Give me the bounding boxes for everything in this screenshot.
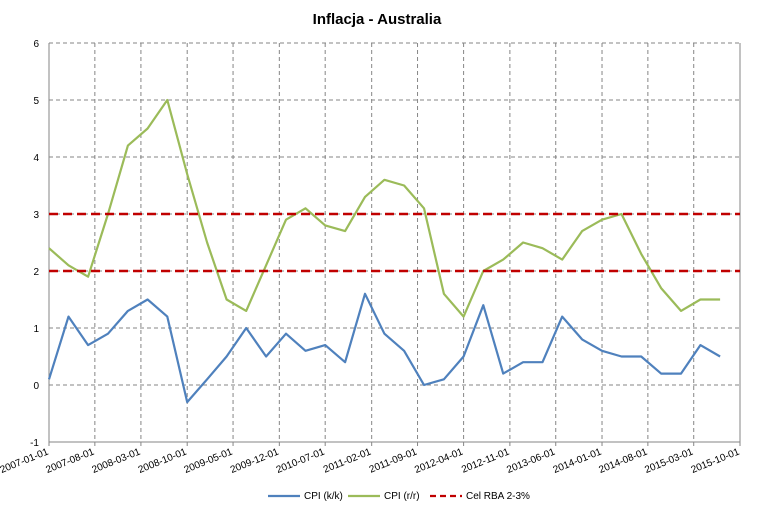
series-layer bbox=[47, 98, 740, 404]
y-tick-label: 0 bbox=[33, 381, 39, 392]
legend-label: CPI (k/k) bbox=[304, 491, 343, 502]
x-tick-label: 2014-01-01 bbox=[552, 446, 604, 476]
x-tick-label: 2011-09-01 bbox=[368, 446, 419, 475]
x-tick-label: 2008-10-01 bbox=[137, 446, 189, 476]
axes: -101234562007-01-012007-08-012008-03-012… bbox=[0, 39, 742, 476]
grid bbox=[48, 42, 741, 443]
x-tick-label: 2015-10-01 bbox=[690, 446, 742, 476]
y-tick-label: 5 bbox=[33, 96, 39, 107]
y-tick-label: 1 bbox=[33, 324, 39, 335]
legend-label: Cel RBA 2-3% bbox=[466, 491, 530, 502]
x-tick-label: 2013-06-01 bbox=[505, 446, 557, 476]
x-tick-label: 2010-07-01 bbox=[275, 446, 327, 476]
x-tick-label: 2009-05-01 bbox=[183, 446, 235, 476]
x-tick-label: 2012-11-01 bbox=[460, 446, 511, 475]
x-tick-label: 2007-01-01 bbox=[0, 446, 51, 476]
x-tick-label: 2009-12-01 bbox=[229, 446, 281, 476]
y-tick-label: -1 bbox=[30, 438, 39, 449]
y-tick-label: 4 bbox=[33, 153, 39, 164]
x-tick-label: 2011-02-01 bbox=[322, 446, 373, 475]
x-tick-label: 2015-03-01 bbox=[643, 446, 695, 476]
y-tick-label: 3 bbox=[33, 210, 39, 221]
legend-label: CPI (r/r) bbox=[384, 491, 420, 502]
x-tick-label: 2014-08-01 bbox=[597, 446, 649, 476]
x-tick-label: 2008-03-01 bbox=[90, 446, 142, 476]
series-line-cpi-qq bbox=[47, 292, 721, 404]
chart-title: Inflacja - Australia bbox=[313, 11, 442, 28]
legend: CPI (k/k) CPI (r/r) Cel RBA 2-3% bbox=[268, 491, 530, 502]
y-tick-label: 2 bbox=[33, 267, 39, 278]
series-line-cpi-yy bbox=[48, 98, 721, 318]
x-tick-label: 2012-04-01 bbox=[413, 446, 465, 476]
x-tick-label: 2007-08-01 bbox=[44, 446, 96, 476]
y-tick-label: 6 bbox=[33, 39, 39, 50]
